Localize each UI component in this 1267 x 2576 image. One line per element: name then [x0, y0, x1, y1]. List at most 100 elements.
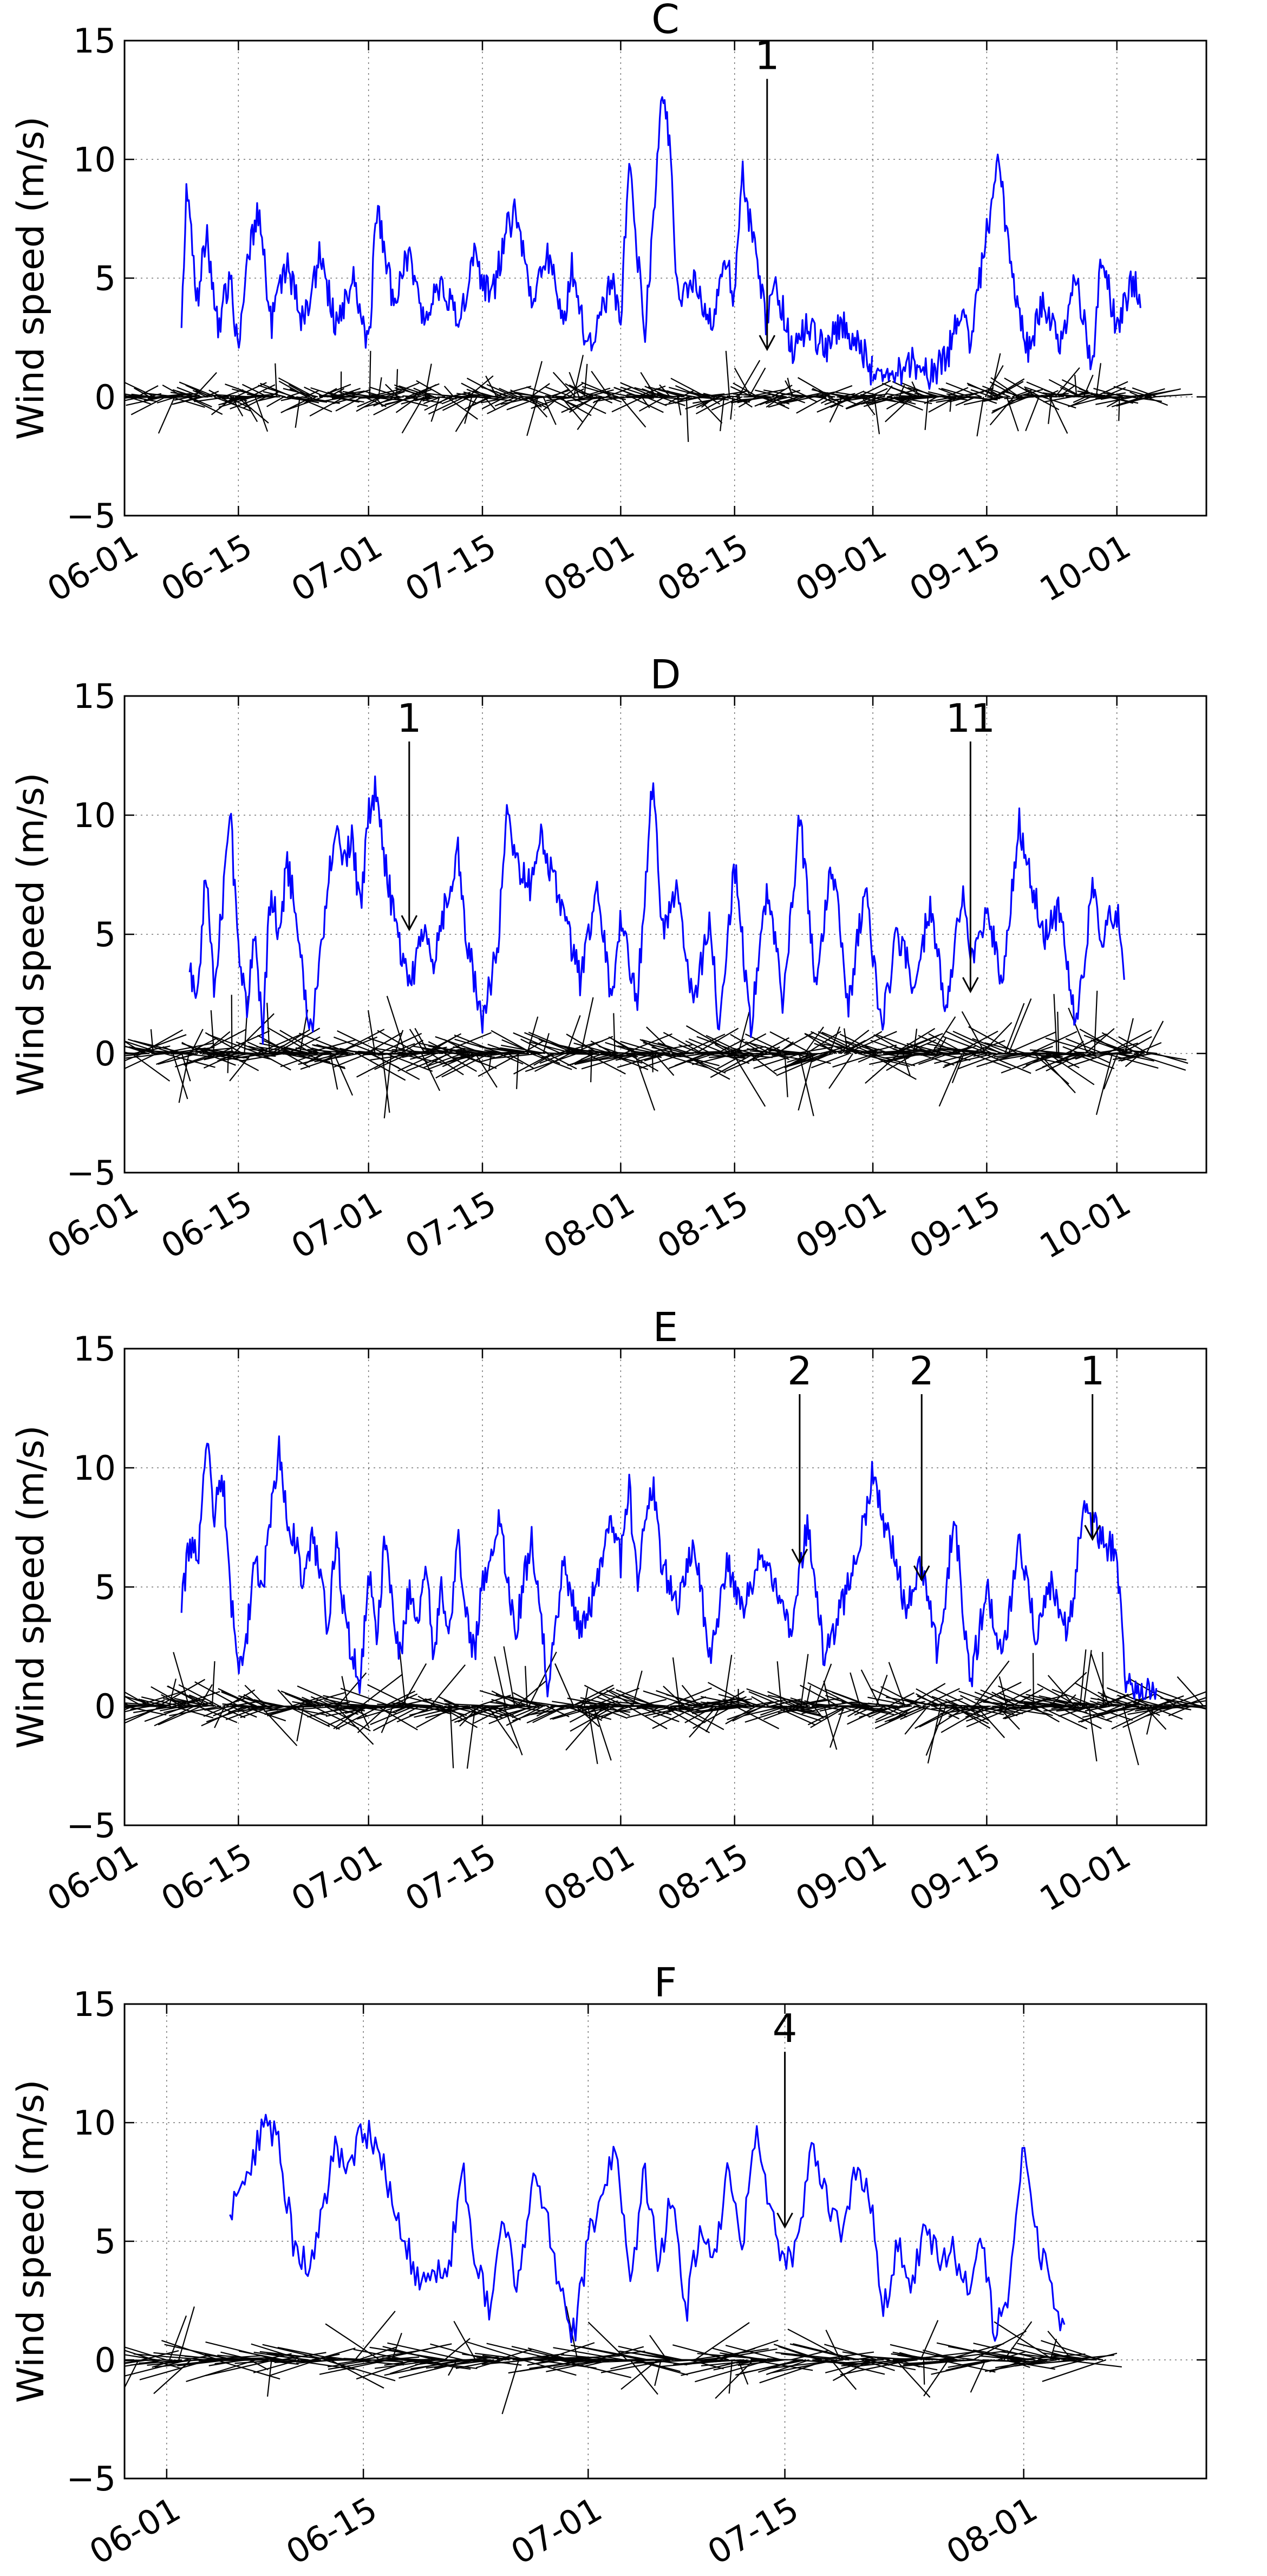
- wind-vector: [847, 1706, 866, 1718]
- panel-title: D: [650, 652, 681, 698]
- wind-vector: [940, 1705, 991, 1714]
- wind-vector: [1046, 2357, 1097, 2361]
- wind-vector: [1076, 1052, 1127, 1057]
- wind-vector: [751, 1696, 769, 1707]
- wind-vector: [850, 1672, 861, 1707]
- wind-vector: [489, 1052, 540, 1059]
- wind-vector: [716, 1038, 745, 1054]
- wind-vector: [1066, 1705, 1112, 1723]
- wind-vector: [792, 395, 825, 398]
- wind-vector: [309, 396, 345, 417]
- wind-vector: [1129, 1050, 1158, 1055]
- wind-vector: [1039, 1695, 1086, 1707]
- wind-vector: [672, 1705, 712, 1710]
- wind-vector: [495, 1694, 542, 1707]
- wind-vector: [322, 394, 356, 398]
- wind-vector: [972, 1038, 1011, 1055]
- wind-vector: [527, 2359, 563, 2366]
- wind-vector: [239, 2350, 284, 2361]
- wind-vector: [904, 1706, 929, 1735]
- wind-vector: [384, 383, 399, 398]
- wind-vector: [744, 1705, 796, 1723]
- wind-vector: [280, 396, 298, 401]
- wind-vector: [173, 1651, 190, 1707]
- panel-c: 1 −5 0 5 10 15 06-01 06-15 07-01 07-15 08-01 08-15 0…: [10, 0, 1207, 609]
- y-tick-label: 5: [95, 915, 116, 954]
- wind-vector: [1057, 1011, 1060, 1054]
- wind-vector: [858, 1052, 878, 1063]
- x-tick-label: 06-01: [83, 2489, 187, 2572]
- wind-vector: [788, 1052, 834, 1067]
- wind-vector: [920, 1050, 951, 1055]
- wind-vector: [620, 382, 655, 398]
- wind-vector: [415, 2359, 454, 2366]
- wind-vector: [1049, 2339, 1057, 2360]
- wind-vector: [171, 1052, 194, 1055]
- wind-vector: [178, 2306, 195, 2360]
- wind-vector: [455, 396, 478, 432]
- wind-vector: [868, 388, 888, 398]
- x-tick-label: 07-15: [399, 526, 503, 609]
- wind-vector: [626, 396, 652, 399]
- wind-vector: [1043, 1705, 1095, 1712]
- wind-vector: [260, 1701, 277, 1707]
- wind-vector: [632, 1670, 643, 1707]
- wind-vector: [443, 386, 454, 398]
- wind-vector: [1083, 396, 1121, 398]
- wind-vector: [391, 1049, 443, 1055]
- wind-vector: [125, 1702, 168, 1707]
- wind-vector: [538, 1702, 561, 1707]
- wind-vector: [178, 1053, 190, 1103]
- wind-vector: [254, 396, 269, 432]
- wind-vector: [494, 396, 517, 407]
- wind-vector: [128, 1046, 169, 1055]
- wind-vector: [383, 1690, 416, 1707]
- wind-vector: [1056, 1705, 1107, 1712]
- wind-vector: [156, 1705, 207, 1709]
- wind-vector: [798, 1053, 814, 1116]
- wind-vector: [125, 1705, 134, 1710]
- wind-vector: [1003, 2321, 1033, 2360]
- wind-vector: [587, 2321, 628, 2360]
- wind-vector: [938, 1704, 978, 1707]
- wind-vector: [142, 392, 179, 398]
- wind-vector: [421, 1053, 441, 1091]
- wind-vector: [454, 1038, 504, 1055]
- wind-vector: [800, 1654, 809, 1707]
- plot-frame: [123, 1348, 1207, 1826]
- wind-vector: [377, 1030, 419, 1054]
- wind-vector: [931, 1705, 984, 1710]
- wind-vector: [466, 2341, 525, 2361]
- wind-vector: [739, 1052, 780, 1057]
- wind-vector: [851, 390, 865, 398]
- wind-vector: [357, 1706, 388, 1733]
- wind-vector: [845, 2359, 909, 2365]
- wind-vector: [605, 391, 633, 398]
- wind-vector: [725, 2345, 782, 2361]
- wind-vector: [300, 1705, 339, 1710]
- wind-vector: [824, 2359, 885, 2375]
- wind-vector: [838, 2359, 881, 2364]
- wind-vector: [354, 2311, 396, 2360]
- wind-vector: [907, 387, 941, 398]
- wind-vector: [1148, 1705, 1193, 1711]
- wind-vector: [1068, 1052, 1109, 1068]
- wind-vector: [922, 2349, 958, 2361]
- wind-vector: [652, 1706, 698, 1729]
- wind-vector: [1029, 1049, 1068, 1055]
- wind-vector: [325, 2323, 380, 2360]
- wind-vector: [607, 396, 630, 400]
- wind-vector: [613, 1013, 616, 1054]
- wind-vector: [605, 386, 632, 398]
- wind-vector: [681, 1053, 730, 1080]
- y-tick-label: 15: [73, 1329, 116, 1369]
- wind-vector: [890, 2344, 955, 2361]
- wind-vector: [629, 2359, 658, 2395]
- wind-vector: [1106, 1687, 1152, 1707]
- wind-vector: [668, 396, 680, 404]
- annotation-label: 11: [946, 695, 996, 741]
- wind-vector: [605, 1051, 631, 1055]
- x-tick-label: 08-15: [651, 526, 755, 609]
- wind-vector: [1111, 1705, 1161, 1712]
- wind-vector: [858, 380, 891, 398]
